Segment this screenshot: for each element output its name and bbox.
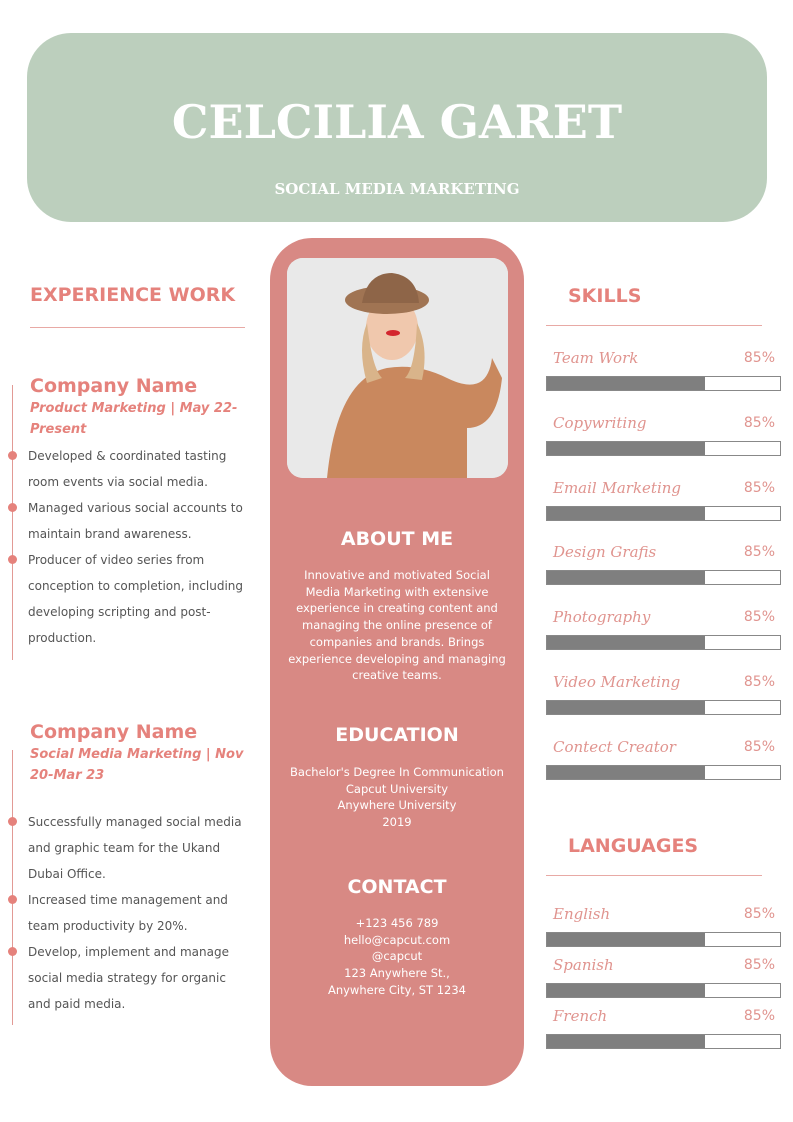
- bullet-text: Developed & coordinated tasting room eve…: [28, 449, 227, 489]
- section-heading: CONTACT: [347, 876, 447, 898]
- header-banner: [27, 33, 767, 222]
- bullet-text: Successfully managed social media and gr…: [28, 815, 242, 881]
- divider: [546, 325, 762, 326]
- section-heading: SKILLS: [568, 285, 642, 307]
- bullet-text: Managed various social accounts to maint…: [28, 501, 243, 541]
- education-line: Anywhere University: [337, 798, 457, 813]
- bullet-text: Producer of video series from conception…: [28, 553, 244, 645]
- skill-name: Email Marketing: [553, 478, 682, 497]
- skill-bar-fill: [547, 1035, 706, 1048]
- bullet-dot: [8, 555, 17, 564]
- skill-level: 85%: [743, 414, 775, 431]
- skill-bar-fill: [547, 701, 706, 714]
- skill-name: Photography: [553, 608, 651, 627]
- skill-level: 85%: [743, 674, 775, 690]
- job-title: SOCIAL MEDIA MARKETING: [274, 180, 520, 198]
- skill-name: French: [553, 1007, 608, 1025]
- skill-bar-fill: [547, 984, 706, 997]
- skill-bar-fill: [547, 377, 706, 390]
- skill-bar: [546, 1034, 781, 1049]
- skill-name: Video Marketing: [553, 673, 681, 691]
- education-line: Bachelor's Degree In Communication: [290, 765, 504, 779]
- section-heading: LANGUAGES: [568, 835, 699, 857]
- name: CELCILIA GARET: [171, 95, 623, 149]
- section-heading: EDUCATION: [335, 724, 459, 746]
- skill-bar: [546, 932, 781, 947]
- skill-name: Design Grafis: [553, 543, 657, 562]
- skill-level: 85%: [743, 350, 775, 366]
- bullet-dot: [8, 947, 17, 956]
- skill-name: English: [553, 905, 611, 923]
- skill-bar-fill: [547, 765, 706, 779]
- skill-bar: [546, 570, 781, 586]
- contact-line: Anywhere City, ST 1234: [327, 982, 467, 997]
- contact-line: +123 456 789: [355, 916, 439, 930]
- skill-name: Team Work: [553, 349, 639, 367]
- bullet-dot: [8, 503, 17, 512]
- skill-bar: [546, 505, 781, 521]
- about-text: Innovative and motivated Social Media Ma…: [288, 568, 506, 683]
- company-name: Company Name: [30, 375, 198, 397]
- company-name: Company Name: [30, 721, 198, 743]
- skill-bar-fill: [547, 933, 706, 946]
- skill-bar: [546, 764, 781, 780]
- divider: [546, 875, 762, 876]
- skill-bar: [546, 983, 781, 998]
- skill-name: Contect Creator: [553, 737, 676, 756]
- skill-name: Copywriting: [553, 413, 647, 432]
- skill-bar-fill: [547, 571, 706, 585]
- bullet-dot: [8, 451, 17, 460]
- skill-bar: [546, 635, 781, 651]
- bullet-dot: [8, 817, 17, 826]
- skill-bar: [546, 376, 781, 391]
- job-role: Product Marketing | May 22-Present: [30, 401, 238, 437]
- bullet-text: Develop, implement and manage social med…: [28, 945, 229, 1011]
- skill-level: 85%: [743, 544, 775, 561]
- skill-name: Spanish: [553, 956, 614, 974]
- section-heading: ABOUT ME: [340, 528, 454, 550]
- divider: [30, 327, 245, 328]
- photo-illustration: [287, 258, 508, 478]
- skill-level: 85%: [743, 479, 775, 496]
- job-role: Social Media Marketing | Nov 20-Mar 23: [30, 747, 244, 783]
- section-heading: EXPERIENCE WORK: [30, 284, 236, 306]
- contact-line: @capcut: [371, 949, 423, 964]
- timeline: [12, 750, 13, 1025]
- contact-line: hello@capcut.com: [343, 932, 451, 947]
- skill-bar: [546, 700, 781, 715]
- bullet-text: Increased time management and team produ…: [28, 893, 228, 933]
- skill-bar-fill: [547, 636, 706, 650]
- skill-bar-fill: [547, 506, 706, 520]
- skill-level: 85%: [743, 1008, 775, 1024]
- skill-level: 85%: [743, 738, 775, 755]
- education-line: 2019: [382, 815, 412, 830]
- profile-photo: [287, 258, 508, 478]
- skill-level: 85%: [743, 906, 775, 922]
- timeline: [12, 385, 13, 660]
- education-line: Capcut University: [345, 781, 449, 796]
- contact-line: 123 Anywhere St.,: [344, 966, 450, 981]
- bullet-dot: [8, 895, 17, 904]
- skill-bar-fill: [547, 441, 706, 455]
- skill-bar: [546, 440, 781, 456]
- skill-level: 85%: [743, 957, 775, 973]
- skill-level: 85%: [743, 609, 775, 626]
